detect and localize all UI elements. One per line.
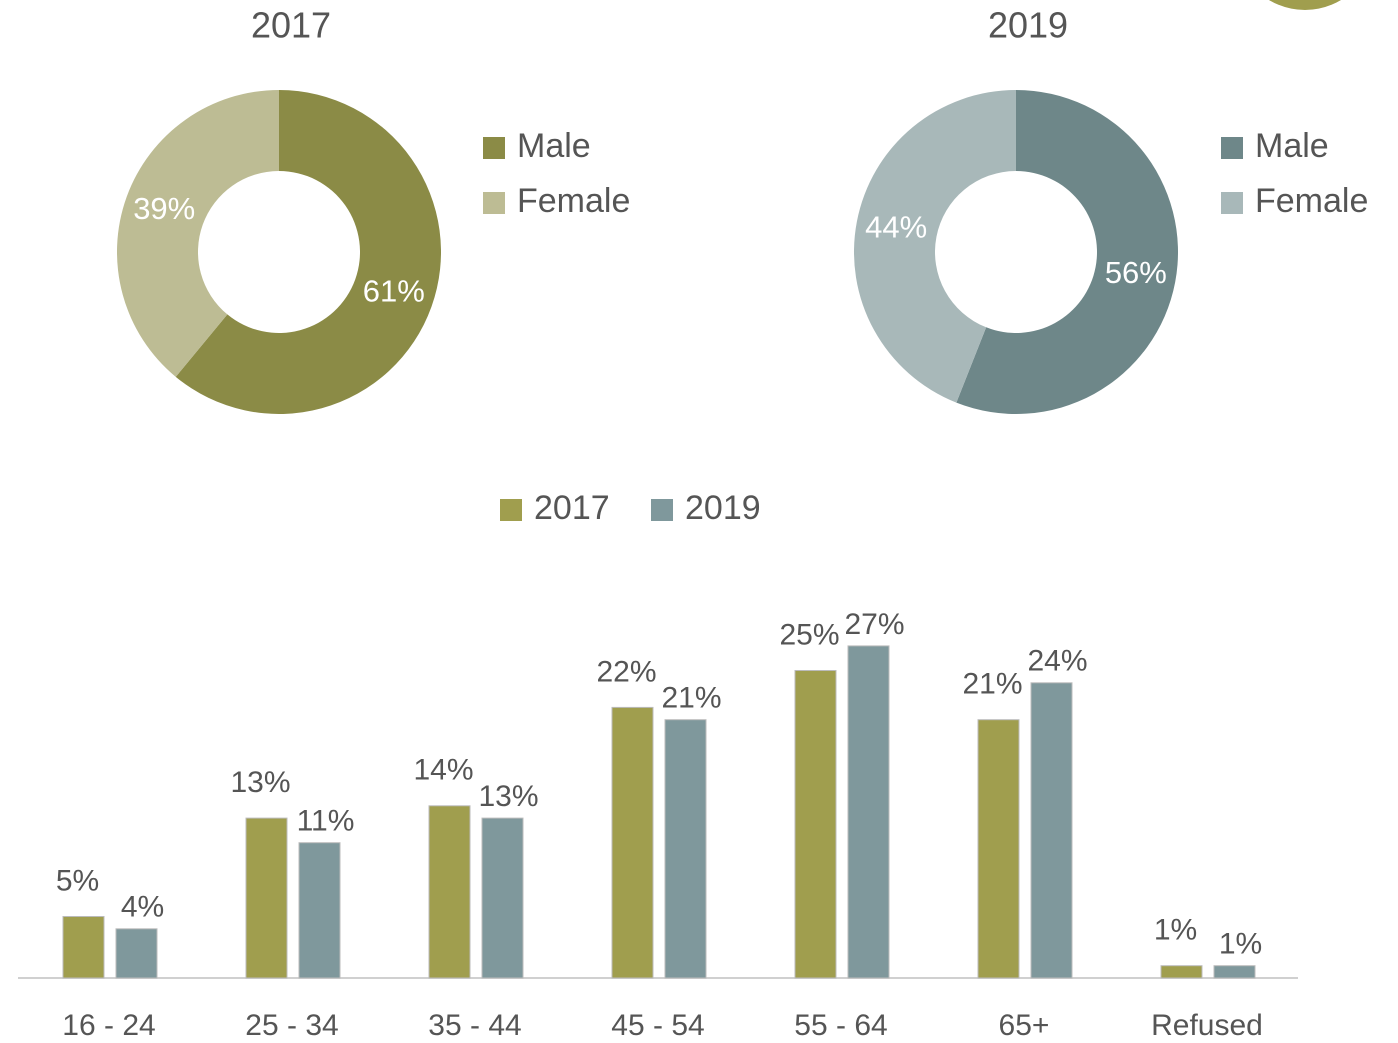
bar bbox=[428, 805, 471, 979]
legend-label: 2019 bbox=[685, 489, 761, 527]
legend-swatch bbox=[1221, 137, 1243, 159]
x-tick-label: 25 - 34 bbox=[245, 1009, 338, 1042]
pie-slice bbox=[117, 90, 279, 377]
bar bbox=[1213, 965, 1256, 979]
bar bbox=[481, 817, 524, 979]
pie-slice bbox=[175, 90, 442, 414]
data-label: 61% bbox=[363, 274, 425, 309]
x-tick-label: 55 - 64 bbox=[794, 1009, 887, 1042]
data-label: 27% bbox=[844, 608, 904, 641]
bar bbox=[115, 928, 158, 979]
data-label: 14% bbox=[413, 754, 473, 787]
legend-label: 2017 bbox=[534, 489, 610, 527]
data-label: 13% bbox=[478, 780, 538, 813]
x-tick-label: 35 - 44 bbox=[428, 1009, 521, 1042]
bar bbox=[611, 706, 654, 979]
bar bbox=[245, 817, 288, 979]
legend-swatch bbox=[483, 192, 505, 214]
legend-label: Male bbox=[517, 127, 591, 165]
bar bbox=[298, 842, 341, 979]
x-tick-label: 45 - 54 bbox=[611, 1009, 704, 1042]
chart-title: 2017 bbox=[251, 5, 331, 46]
data-label: 21% bbox=[962, 668, 1022, 701]
data-label: 21% bbox=[661, 682, 721, 715]
bar bbox=[664, 719, 707, 979]
data-label: 25% bbox=[779, 618, 839, 651]
x-tick-label: Refused bbox=[1151, 1009, 1263, 1042]
legend-swatch bbox=[500, 499, 522, 521]
bar bbox=[1160, 965, 1203, 979]
data-label: 1% bbox=[1154, 914, 1197, 947]
legend-swatch bbox=[1221, 192, 1243, 214]
legend-label: Female bbox=[517, 182, 630, 220]
data-label: 4% bbox=[121, 891, 164, 924]
x-tick-label: 16 - 24 bbox=[62, 1009, 155, 1042]
pie-slice bbox=[853, 90, 1016, 403]
data-label: 1% bbox=[1219, 928, 1262, 961]
legend-swatch bbox=[483, 137, 505, 159]
legend-label: Male bbox=[1255, 127, 1329, 165]
decoration bbox=[1268, 0, 1342, 10]
data-label: 39% bbox=[133, 191, 195, 226]
data-label: 13% bbox=[230, 766, 290, 799]
chart-title: 2019 bbox=[988, 5, 1068, 46]
legend-label: Female bbox=[1255, 182, 1368, 220]
bar bbox=[794, 670, 837, 979]
data-label: 44% bbox=[865, 209, 927, 244]
x-tick-label: 65+ bbox=[999, 1009, 1050, 1042]
data-label: 24% bbox=[1027, 645, 1087, 678]
bar bbox=[847, 645, 890, 979]
legend-swatch bbox=[651, 499, 673, 521]
pie-slice bbox=[956, 90, 1179, 414]
bar bbox=[977, 719, 1020, 979]
data-label: 5% bbox=[56, 864, 99, 897]
data-label: 22% bbox=[596, 655, 656, 688]
data-label: 56% bbox=[1105, 255, 1167, 290]
data-label: 11% bbox=[297, 805, 355, 838]
bar bbox=[1030, 682, 1073, 979]
bar bbox=[62, 916, 105, 979]
